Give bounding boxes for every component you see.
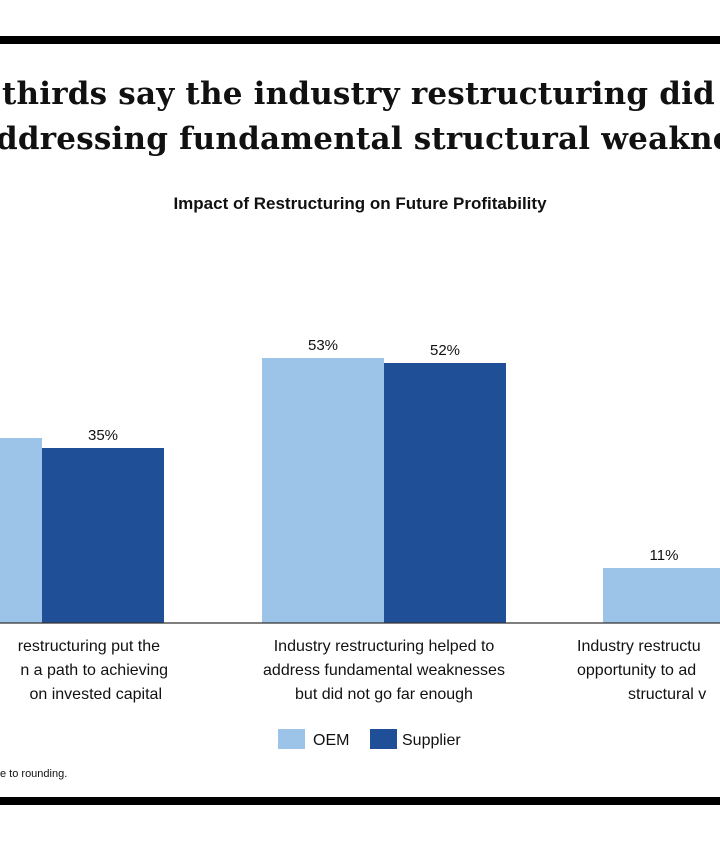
category-label: n a path to achieving	[20, 662, 168, 679]
legend-swatch-oem	[278, 729, 305, 749]
bar-supplier-2	[384, 363, 506, 623]
frame-bottom-border	[0, 797, 720, 805]
bar-oem-2	[262, 358, 384, 623]
legend: OEM Supplier	[278, 729, 461, 749]
chart-title: Impact of Restructuring on Future Profit…	[173, 194, 547, 213]
data-label: 11%	[650, 547, 679, 564]
frame-top-border	[0, 36, 720, 44]
category-label: opportunity to ad	[577, 662, 696, 679]
data-label: 35%	[88, 427, 118, 444]
legend-swatch-supplier	[370, 729, 397, 749]
category-label: Industry restructuring helped to	[274, 638, 495, 655]
category-label: Industry restructu	[577, 638, 701, 655]
category-label: address fundamental weaknesses	[263, 662, 505, 679]
category-label: on invested capital	[29, 686, 162, 703]
data-label: 52%	[430, 342, 460, 359]
legend-label-oem: OEM	[313, 732, 349, 749]
category-label: structural v	[628, 686, 706, 703]
bar-oem-1	[0, 438, 42, 623]
legend-label-supplier: Supplier	[402, 732, 461, 749]
bar-oem-3	[603, 568, 720, 623]
category-label: but did not go far enough	[295, 686, 473, 703]
footnote: e to rounding.	[0, 768, 68, 780]
category-label: restructuring put the	[18, 638, 160, 655]
bar-supplier-1	[42, 448, 164, 623]
title-line-1: thirds say the industry restructuring di…	[2, 76, 720, 112]
data-label: 53%	[308, 337, 338, 354]
title-line-2: ddressing fundamental structural weaknes	[0, 121, 720, 157]
